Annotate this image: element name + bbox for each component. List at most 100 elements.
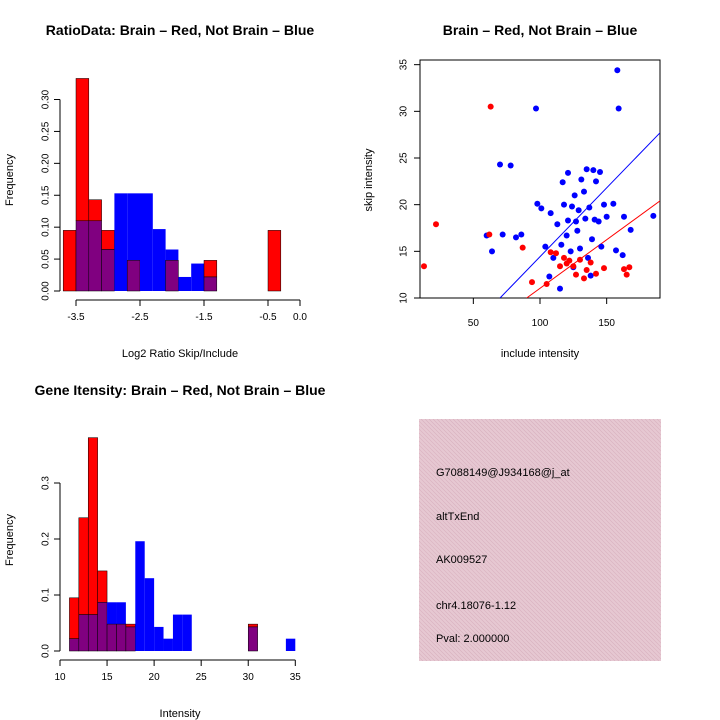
not-brain-point	[499, 231, 506, 238]
brain-point	[583, 267, 590, 273]
not-brain-bar	[144, 578, 155, 651]
not-brain-point	[542, 243, 549, 250]
info-panel-texture	[419, 419, 661, 661]
x-tick-label: 100	[532, 318, 549, 329]
not-brain-bar	[163, 638, 173, 651]
brain-point	[626, 264, 633, 271]
y-tick-label: 0.15	[41, 185, 52, 205]
not-brain-point	[538, 205, 545, 212]
brain-bar	[78, 517, 89, 615]
brain-bar	[87, 437, 98, 615]
not-brain-point	[590, 167, 597, 174]
not-brain-point	[574, 227, 581, 234]
y-tick-label: 20	[399, 199, 410, 211]
not-brain-point	[589, 236, 595, 243]
overlap-bar	[125, 626, 136, 652]
brain-point	[593, 270, 599, 277]
overlap-bar	[165, 260, 179, 292]
not-brain-bar	[191, 263, 204, 291]
not-brain-point	[559, 179, 566, 186]
not-brain-point	[533, 105, 539, 112]
not-brain-bar	[285, 638, 296, 651]
ratio-histogram-xlabel: Log2 Ratio Skip/Include	[122, 348, 238, 360]
x-tick-label: 15	[101, 672, 113, 683]
brain-point	[581, 275, 587, 282]
brain-bar	[97, 570, 108, 603]
not-brain-point	[621, 213, 627, 220]
not-brain-point	[583, 166, 590, 173]
not-brain-bar	[172, 614, 183, 651]
not-brain-point	[613, 247, 619, 254]
not-brain-point	[518, 231, 525, 238]
y-tick-label: 15	[399, 245, 410, 257]
brain-point	[421, 263, 427, 270]
brain-fit-line	[526, 200, 660, 298]
x-tick-label: 50	[468, 318, 480, 329]
not-brain-point	[587, 272, 594, 279]
scatter-plot-box	[419, 59, 661, 299]
brain-point	[587, 259, 594, 266]
info-panel-background	[419, 419, 661, 661]
overlap-bar	[126, 260, 141, 292]
not-brain-point	[593, 178, 599, 185]
gene-histogram-xlabel: Intensity	[160, 708, 201, 720]
not-brain-point	[547, 210, 554, 217]
brain-point	[487, 103, 494, 110]
y-tick-label: 0.2	[41, 532, 52, 546]
scatter-ylabel: skip intensity	[363, 148, 375, 211]
not-brain-point	[563, 232, 570, 239]
brain-bar	[203, 260, 218, 278]
brain-bar	[101, 230, 115, 250]
not-brain-point	[577, 245, 583, 252]
brain-point	[557, 263, 563, 270]
not-brain-point	[546, 273, 553, 280]
y-tick-label: 0.1	[41, 588, 52, 602]
not-brain-bar	[165, 249, 179, 261]
scatter-title: Brain – Red, Not Brain – Blue	[443, 22, 638, 38]
brain-bar	[62, 230, 77, 292]
overlap-bar	[78, 614, 89, 652]
brain-bar	[75, 78, 90, 222]
not-brain-point	[595, 218, 602, 225]
not-brain-point	[585, 254, 591, 261]
overlap-bar	[69, 638, 80, 652]
brain-bar	[88, 199, 102, 222]
not-brain-bar	[107, 602, 117, 625]
not-brain-point	[586, 204, 593, 211]
overlap-bar	[75, 220, 90, 292]
y-tick-label: 0.30	[41, 89, 52, 109]
x-tick-label: 25	[196, 672, 208, 683]
not-brain-point	[610, 200, 617, 207]
brain-point	[529, 279, 535, 286]
y-tick-label: 35	[399, 59, 410, 71]
brain-point	[543, 281, 550, 287]
ratio-histogram-ylabel: Frequency	[4, 154, 16, 206]
x-tick-label: 35	[290, 672, 302, 683]
y-tick-label: 0.05	[41, 249, 52, 269]
not-brain-point	[507, 162, 514, 169]
not-brain-bar	[135, 541, 145, 651]
x-tick-label: 30	[243, 672, 255, 683]
x-tick-label: -2.5	[131, 312, 149, 323]
overlap-bar	[247, 626, 258, 652]
overlap-bar	[101, 249, 115, 292]
not-brain-point	[565, 217, 571, 224]
overlap-bar	[116, 623, 127, 652]
not-brain-bar	[182, 614, 192, 651]
y-tick-label: 10	[399, 292, 410, 304]
not-brain-point	[582, 215, 589, 222]
not-brain-point	[615, 105, 622, 112]
intensity-scatter: Brain – Red, Not Brain – Blue include in…	[363, 22, 661, 360]
ratio-histogram: RatioData: Brain – Red, Not Brain – Blue…	[4, 22, 314, 360]
not-brain-point	[569, 203, 575, 210]
x-tick-label: 150	[598, 318, 615, 329]
y-tick-label: 0.0	[41, 644, 52, 658]
gene-histogram-title: Gene Itensity: Brain – Red, Not Brain – …	[35, 382, 326, 398]
event-type-text: altTxEnd	[436, 511, 479, 523]
not-brain-point	[534, 200, 541, 207]
not-brain-point	[627, 226, 634, 233]
scatter-xlabel: include intensity	[501, 348, 580, 360]
overlap-bar	[87, 614, 98, 652]
not-brain-point	[597, 169, 603, 175]
